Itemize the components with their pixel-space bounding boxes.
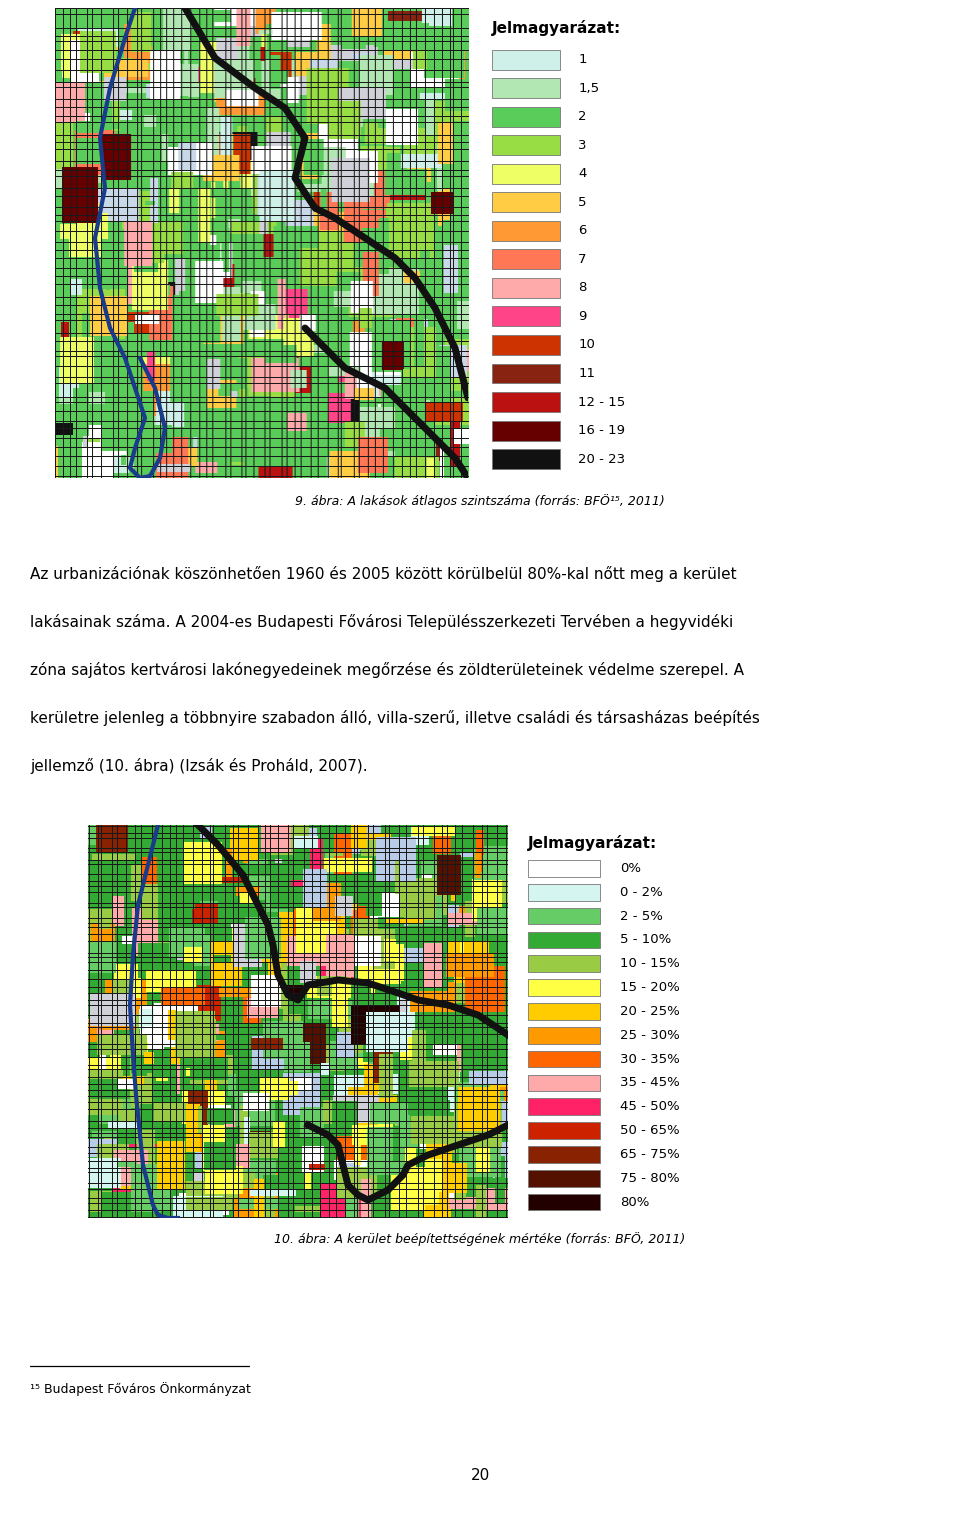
Text: 10. ábra: A kerület beépítettségének mértéke (forrás: BFÖ, 2011): 10. ábra: A kerület beépítettségének mér…	[275, 1232, 685, 1245]
Text: 5: 5	[578, 196, 587, 209]
Bar	[528, 1170, 600, 1186]
Text: 6: 6	[578, 225, 587, 238]
Text: 45 - 50%: 45 - 50%	[619, 1100, 680, 1113]
Bar	[528, 1074, 600, 1091]
Bar	[492, 164, 561, 184]
Text: 35 - 45%: 35 - 45%	[619, 1077, 680, 1089]
Bar	[528, 931, 600, 948]
Bar	[528, 956, 600, 972]
Text: 10: 10	[578, 338, 595, 352]
Text: 15 - 20%: 15 - 20%	[619, 981, 680, 994]
Text: jellemző (10. ábra) (Izsák és Proháld, 2007).: jellemző (10. ábra) (Izsák és Proháld, 2…	[30, 758, 368, 774]
Bar	[528, 884, 600, 901]
Text: Jelmagyarázat:: Jelmagyarázat:	[492, 20, 621, 36]
Bar	[492, 449, 561, 469]
Text: 4: 4	[578, 167, 587, 181]
Text: 30 - 35%: 30 - 35%	[619, 1053, 680, 1065]
Text: 12 - 15: 12 - 15	[578, 396, 626, 408]
Text: Az urbanizációnak köszönhetően 1960 és 2005 között körülbelül 80%-kal nőtt meg a: Az urbanizációnak köszönhetően 1960 és 2…	[30, 566, 736, 583]
Text: 9: 9	[578, 309, 587, 323]
Text: Jelmagyarázat:: Jelmagyarázat:	[528, 834, 657, 851]
Text: 3: 3	[578, 140, 587, 152]
Bar	[492, 50, 561, 70]
Bar	[528, 1003, 600, 1019]
Text: zóna sajátos kertvárosi lakónegyedeinek megőrzése és zöldterületeinek védelme sz: zóna sajátos kertvárosi lakónegyedeinek …	[30, 661, 744, 678]
Text: 0 - 2%: 0 - 2%	[619, 886, 662, 898]
Text: 11: 11	[578, 367, 595, 379]
Text: 25 - 30%: 25 - 30%	[619, 1029, 680, 1042]
Text: 1: 1	[578, 53, 587, 67]
Bar	[492, 135, 561, 155]
Text: 10 - 15%: 10 - 15%	[619, 957, 680, 971]
Text: 20 - 23: 20 - 23	[578, 452, 626, 466]
Text: 2 - 5%: 2 - 5%	[619, 910, 662, 922]
Text: lakásainak száma. A 2004-es Budapesti Fővárosi Településszerkezeti Tervében a he: lakásainak száma. A 2004-es Budapesti Fő…	[30, 614, 733, 630]
Text: 2: 2	[578, 111, 587, 123]
Text: 5 - 10%: 5 - 10%	[619, 933, 671, 947]
Bar	[528, 1098, 600, 1115]
Text: 7: 7	[578, 253, 587, 265]
Bar	[492, 364, 561, 384]
Text: kerületre jelenleg a többnyire szabadon álló, villa-szerű, illetve családi és tá: kerületre jelenleg a többnyire szabadon …	[30, 710, 760, 727]
Text: 20 - 25%: 20 - 25%	[619, 1004, 680, 1018]
Bar	[528, 1194, 600, 1211]
Bar	[492, 106, 561, 127]
Bar	[492, 79, 561, 99]
Text: 80%: 80%	[619, 1195, 649, 1209]
Bar	[492, 193, 561, 212]
Bar	[528, 907, 600, 924]
Bar	[528, 1147, 600, 1164]
Text: 50 - 65%: 50 - 65%	[619, 1124, 680, 1138]
Text: 75 - 80%: 75 - 80%	[619, 1171, 680, 1185]
Bar	[528, 980, 600, 997]
Text: ¹⁵ Budapest Főváros Önkormányzat: ¹⁵ Budapest Főváros Önkormányzat	[30, 1382, 251, 1396]
Bar	[492, 249, 561, 270]
Bar	[528, 860, 600, 877]
Text: 1,5: 1,5	[578, 82, 599, 96]
Bar	[528, 1051, 600, 1068]
Bar	[492, 391, 561, 413]
Text: 9. ábra: A lakások átlagos szintszáma (forrás: BFÖ¹⁵, 2011): 9. ábra: A lakások átlagos szintszáma (f…	[295, 495, 665, 508]
Bar	[492, 420, 561, 440]
Bar	[492, 278, 561, 297]
Bar	[528, 1027, 600, 1044]
Text: 16 - 19: 16 - 19	[578, 425, 625, 437]
Text: 8: 8	[578, 282, 587, 294]
Text: 0%: 0%	[619, 862, 640, 875]
Bar	[492, 221, 561, 241]
Bar	[492, 306, 561, 326]
Text: 20: 20	[470, 1468, 490, 1484]
Bar	[492, 335, 561, 355]
Text: 65 - 75%: 65 - 75%	[619, 1148, 680, 1161]
Bar	[528, 1123, 600, 1139]
